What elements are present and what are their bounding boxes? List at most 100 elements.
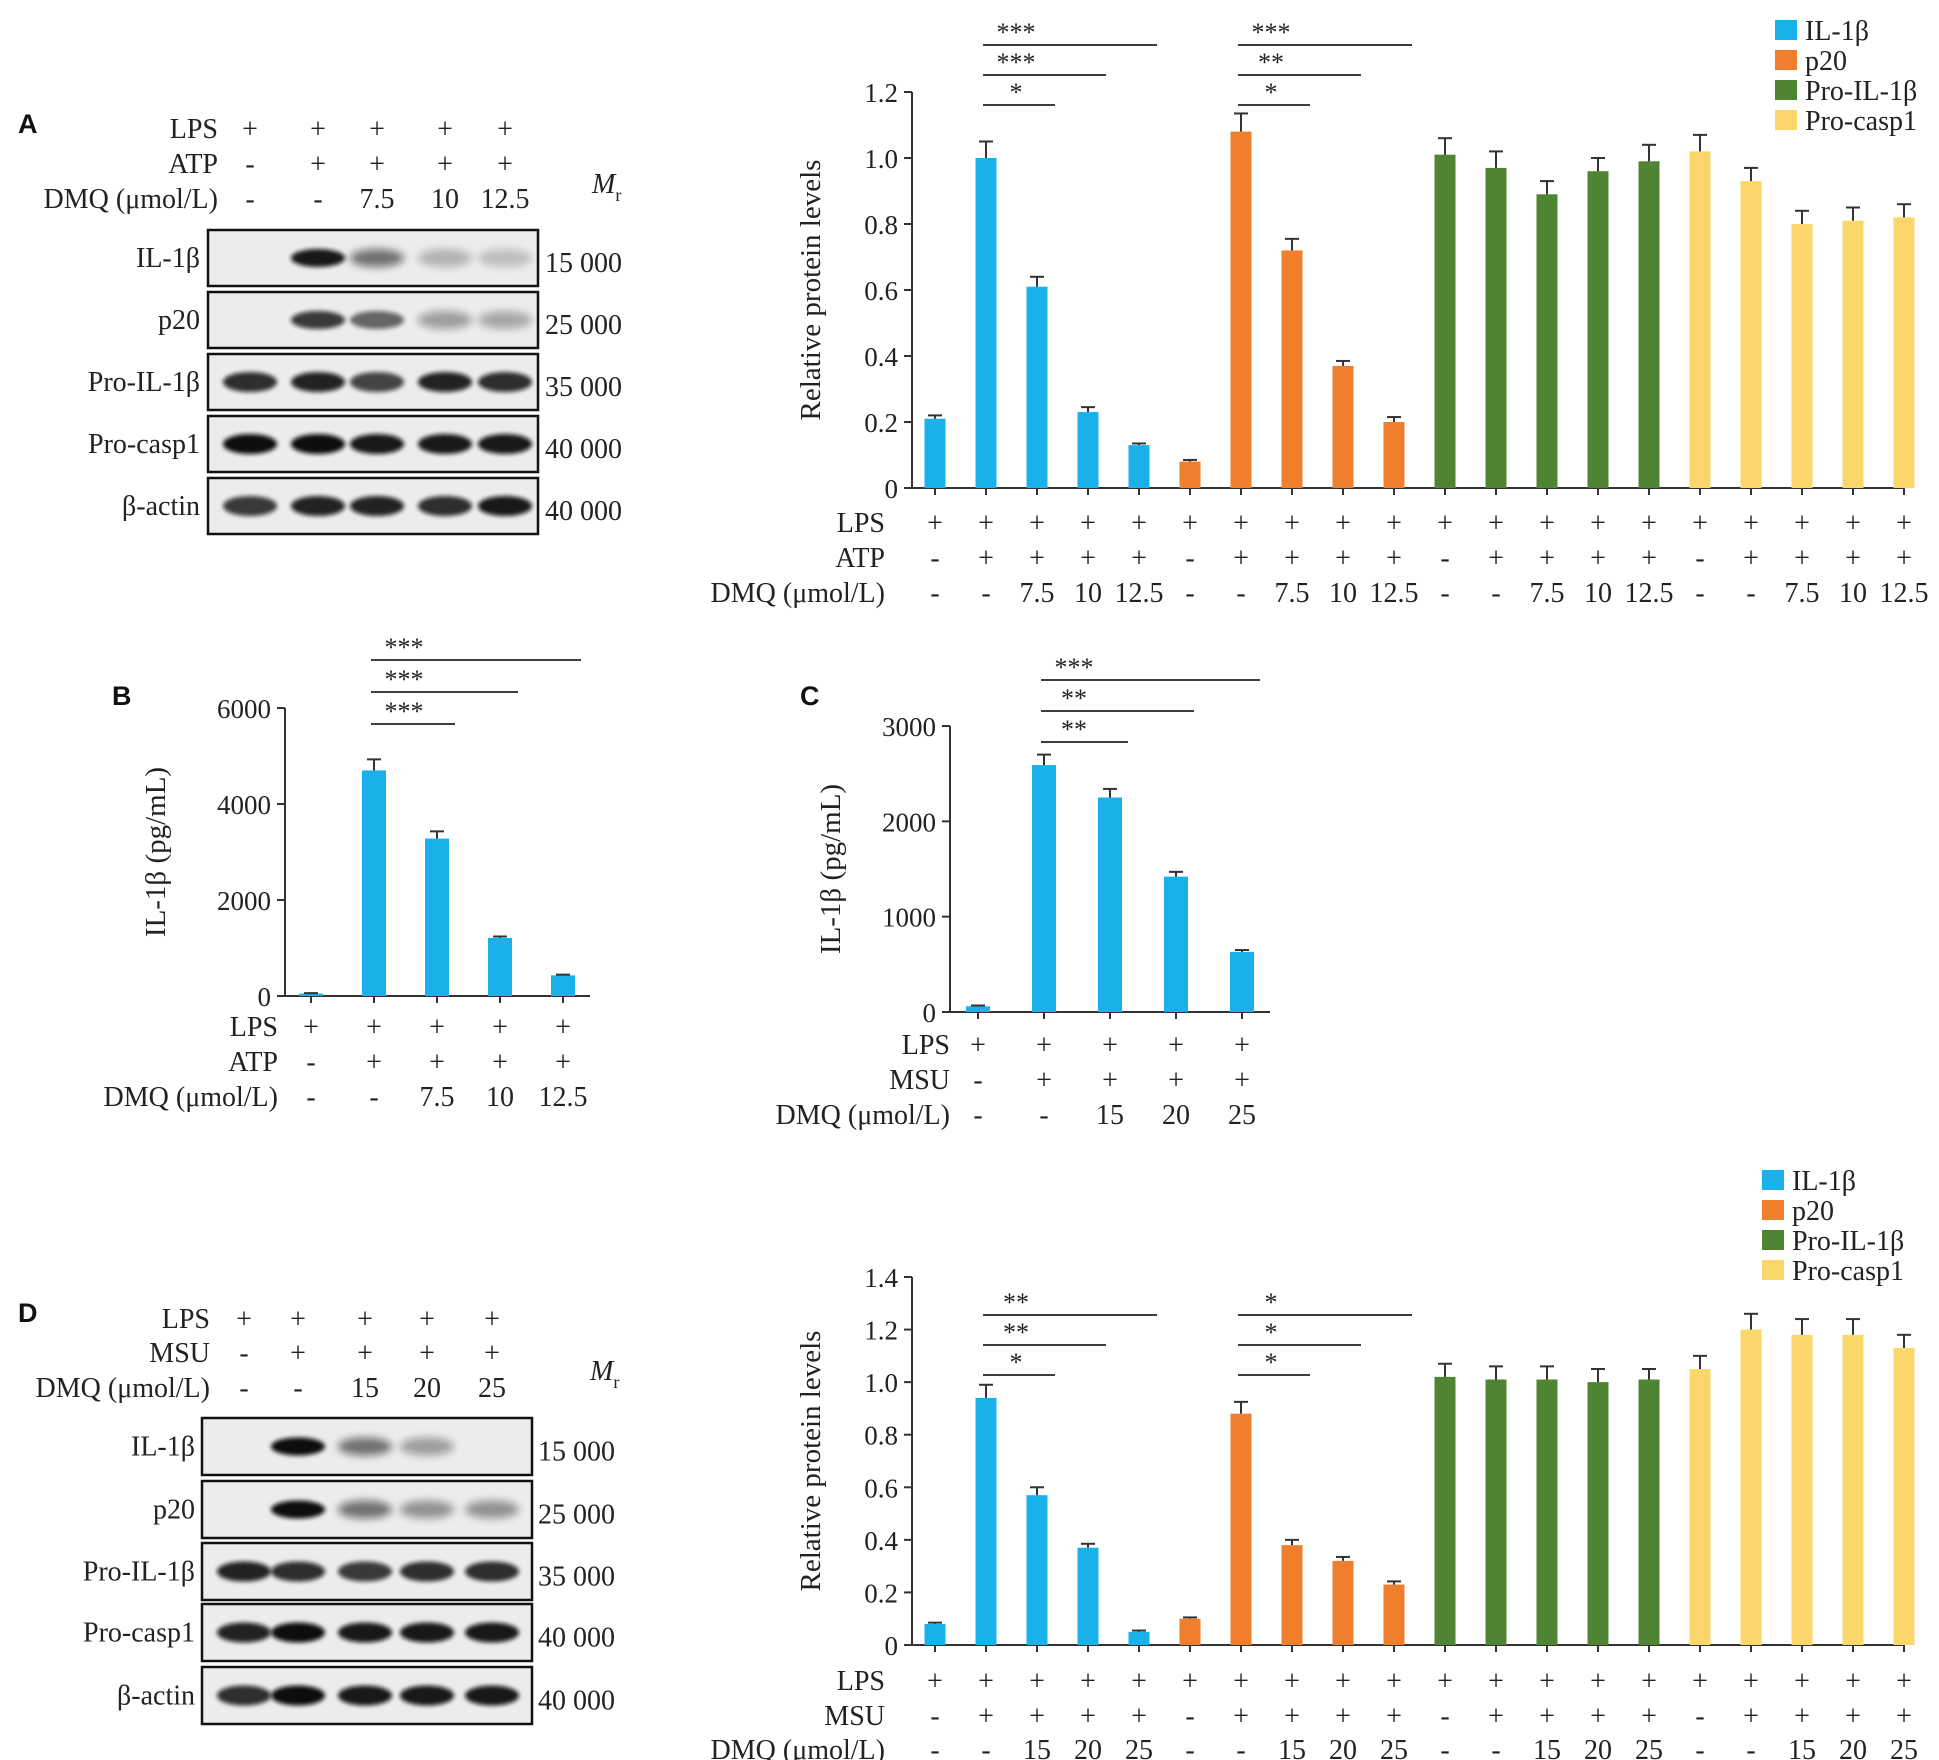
legend-swatch — [1762, 1260, 1784, 1280]
bar — [924, 418, 946, 488]
condition-value: + — [1590, 1666, 1606, 1697]
blot-band — [271, 1622, 325, 1643]
condition-value: 10 — [1329, 578, 1357, 609]
blot-condition-value: + — [290, 1304, 306, 1335]
significance-label: * — [1010, 1348, 1023, 1377]
condition-value: - — [1440, 578, 1449, 609]
condition-value: 15 — [1096, 1100, 1124, 1131]
condition-value: - — [1440, 543, 1449, 574]
condition-value: + — [1794, 1666, 1810, 1697]
bar — [1230, 1413, 1252, 1645]
mr-label: Mr — [591, 169, 621, 205]
significance-label: *** — [1055, 653, 1094, 682]
bar — [1434, 154, 1456, 488]
condition-label: LPS — [837, 508, 885, 539]
blot-condition-value: - — [239, 1373, 248, 1404]
condition-value: + — [1335, 508, 1351, 539]
significance-label: *** — [997, 48, 1036, 77]
condition-label: LPS — [837, 1666, 885, 1697]
band-label: IL-1β — [136, 243, 200, 274]
band-mw: 40 000 — [538, 1623, 615, 1654]
condition-value: + — [555, 1047, 571, 1078]
condition-value: + — [1437, 1666, 1453, 1697]
blot-condition-value: + — [484, 1304, 500, 1335]
band-label: Pro-casp1 — [88, 429, 200, 460]
y-tick-label: 0.4 — [864, 342, 898, 372]
condition-value: + — [927, 508, 943, 539]
condition-value: + — [1131, 1666, 1147, 1697]
blot-band — [291, 372, 345, 392]
blot-condition-value: - — [293, 1373, 302, 1404]
chart-a-bar: 0 0.2 0.4 0.6 0.8 1.0 1.2 Relative protein leve… — [711, 16, 1929, 609]
blot-condition-value: 15 — [351, 1373, 379, 1404]
bar — [551, 975, 575, 996]
blot-condition-value: + — [484, 1338, 500, 1369]
bar — [1077, 412, 1099, 488]
blot-condition-value: + — [357, 1304, 373, 1335]
y-tick-label: 4000 — [217, 790, 271, 820]
condition-label: LPS — [902, 1030, 950, 1061]
significance-label: *** — [1252, 18, 1291, 47]
blot-band — [338, 1685, 392, 1706]
condition-value: 10 — [1839, 578, 1867, 609]
significance-label: ** — [1003, 1318, 1029, 1347]
condition-value: + — [1386, 1701, 1402, 1732]
condition-value: - — [930, 578, 939, 609]
blot-band — [338, 1622, 392, 1643]
panel-label-d: D — [18, 1298, 38, 1328]
condition-label: DMQ (μmol/L) — [104, 1082, 278, 1113]
condition-value: 15 — [1533, 1735, 1561, 1760]
blot-band — [291, 311, 345, 329]
condition-value: + — [978, 1701, 994, 1732]
condition-value: 12.5 — [1880, 578, 1929, 609]
condition-value: + — [978, 508, 994, 539]
panel-label-a: A — [18, 109, 38, 139]
band-mw: 40 000 — [545, 434, 622, 465]
condition-value: 10 — [486, 1082, 514, 1113]
condition-value: 12.5 — [539, 1082, 588, 1113]
condition-value: + — [1539, 543, 1555, 574]
band-mw: 15 000 — [538, 1437, 615, 1468]
blot-condition-value: + — [310, 114, 326, 145]
significance-label: *** — [385, 633, 424, 662]
blot-condition-value: + — [497, 114, 513, 145]
condition-value: - — [1236, 578, 1245, 609]
condition-value: - — [1695, 578, 1704, 609]
condition-value: + — [1896, 543, 1912, 574]
blot-condition-label: LPS — [170, 114, 218, 145]
blot-condition-value: 7.5 — [360, 184, 395, 215]
condition-value: 20 — [1584, 1735, 1612, 1760]
blot-band — [271, 1685, 325, 1706]
bar — [1383, 422, 1405, 488]
condition-value: 7.5 — [1275, 578, 1310, 609]
blot-band — [418, 249, 472, 267]
condition-value: + — [1233, 1701, 1249, 1732]
significance-label: * — [1265, 1348, 1278, 1377]
condition-value: + — [1284, 543, 1300, 574]
condition-value: + — [1488, 1701, 1504, 1732]
blot-condition-value: 10 — [431, 184, 459, 215]
bar — [1485, 167, 1507, 488]
condition-value: - — [306, 1047, 315, 1078]
blot-condition-value: + — [242, 114, 258, 145]
blot-band — [223, 434, 277, 454]
condition-value: + — [1845, 1701, 1861, 1732]
condition-value: + — [1845, 508, 1861, 539]
condition-value: + — [1386, 508, 1402, 539]
bar — [975, 1397, 997, 1645]
condition-value: + — [1692, 508, 1708, 539]
condition-value: 7.5 — [1020, 578, 1055, 609]
bar — [1536, 194, 1558, 489]
blot-band — [418, 496, 472, 516]
condition-value: - — [369, 1082, 378, 1113]
condition-value: + — [1234, 1065, 1250, 1096]
legend-label: IL-1β — [1792, 1166, 1856, 1197]
condition-value: 7.5 — [1530, 578, 1565, 609]
condition-value: + — [1641, 1701, 1657, 1732]
y-axis-label: Relative protein levels — [795, 160, 827, 421]
bar — [1842, 1334, 1864, 1645]
condition-value: + — [978, 543, 994, 574]
bar — [1587, 1382, 1609, 1645]
bar — [1740, 181, 1762, 488]
